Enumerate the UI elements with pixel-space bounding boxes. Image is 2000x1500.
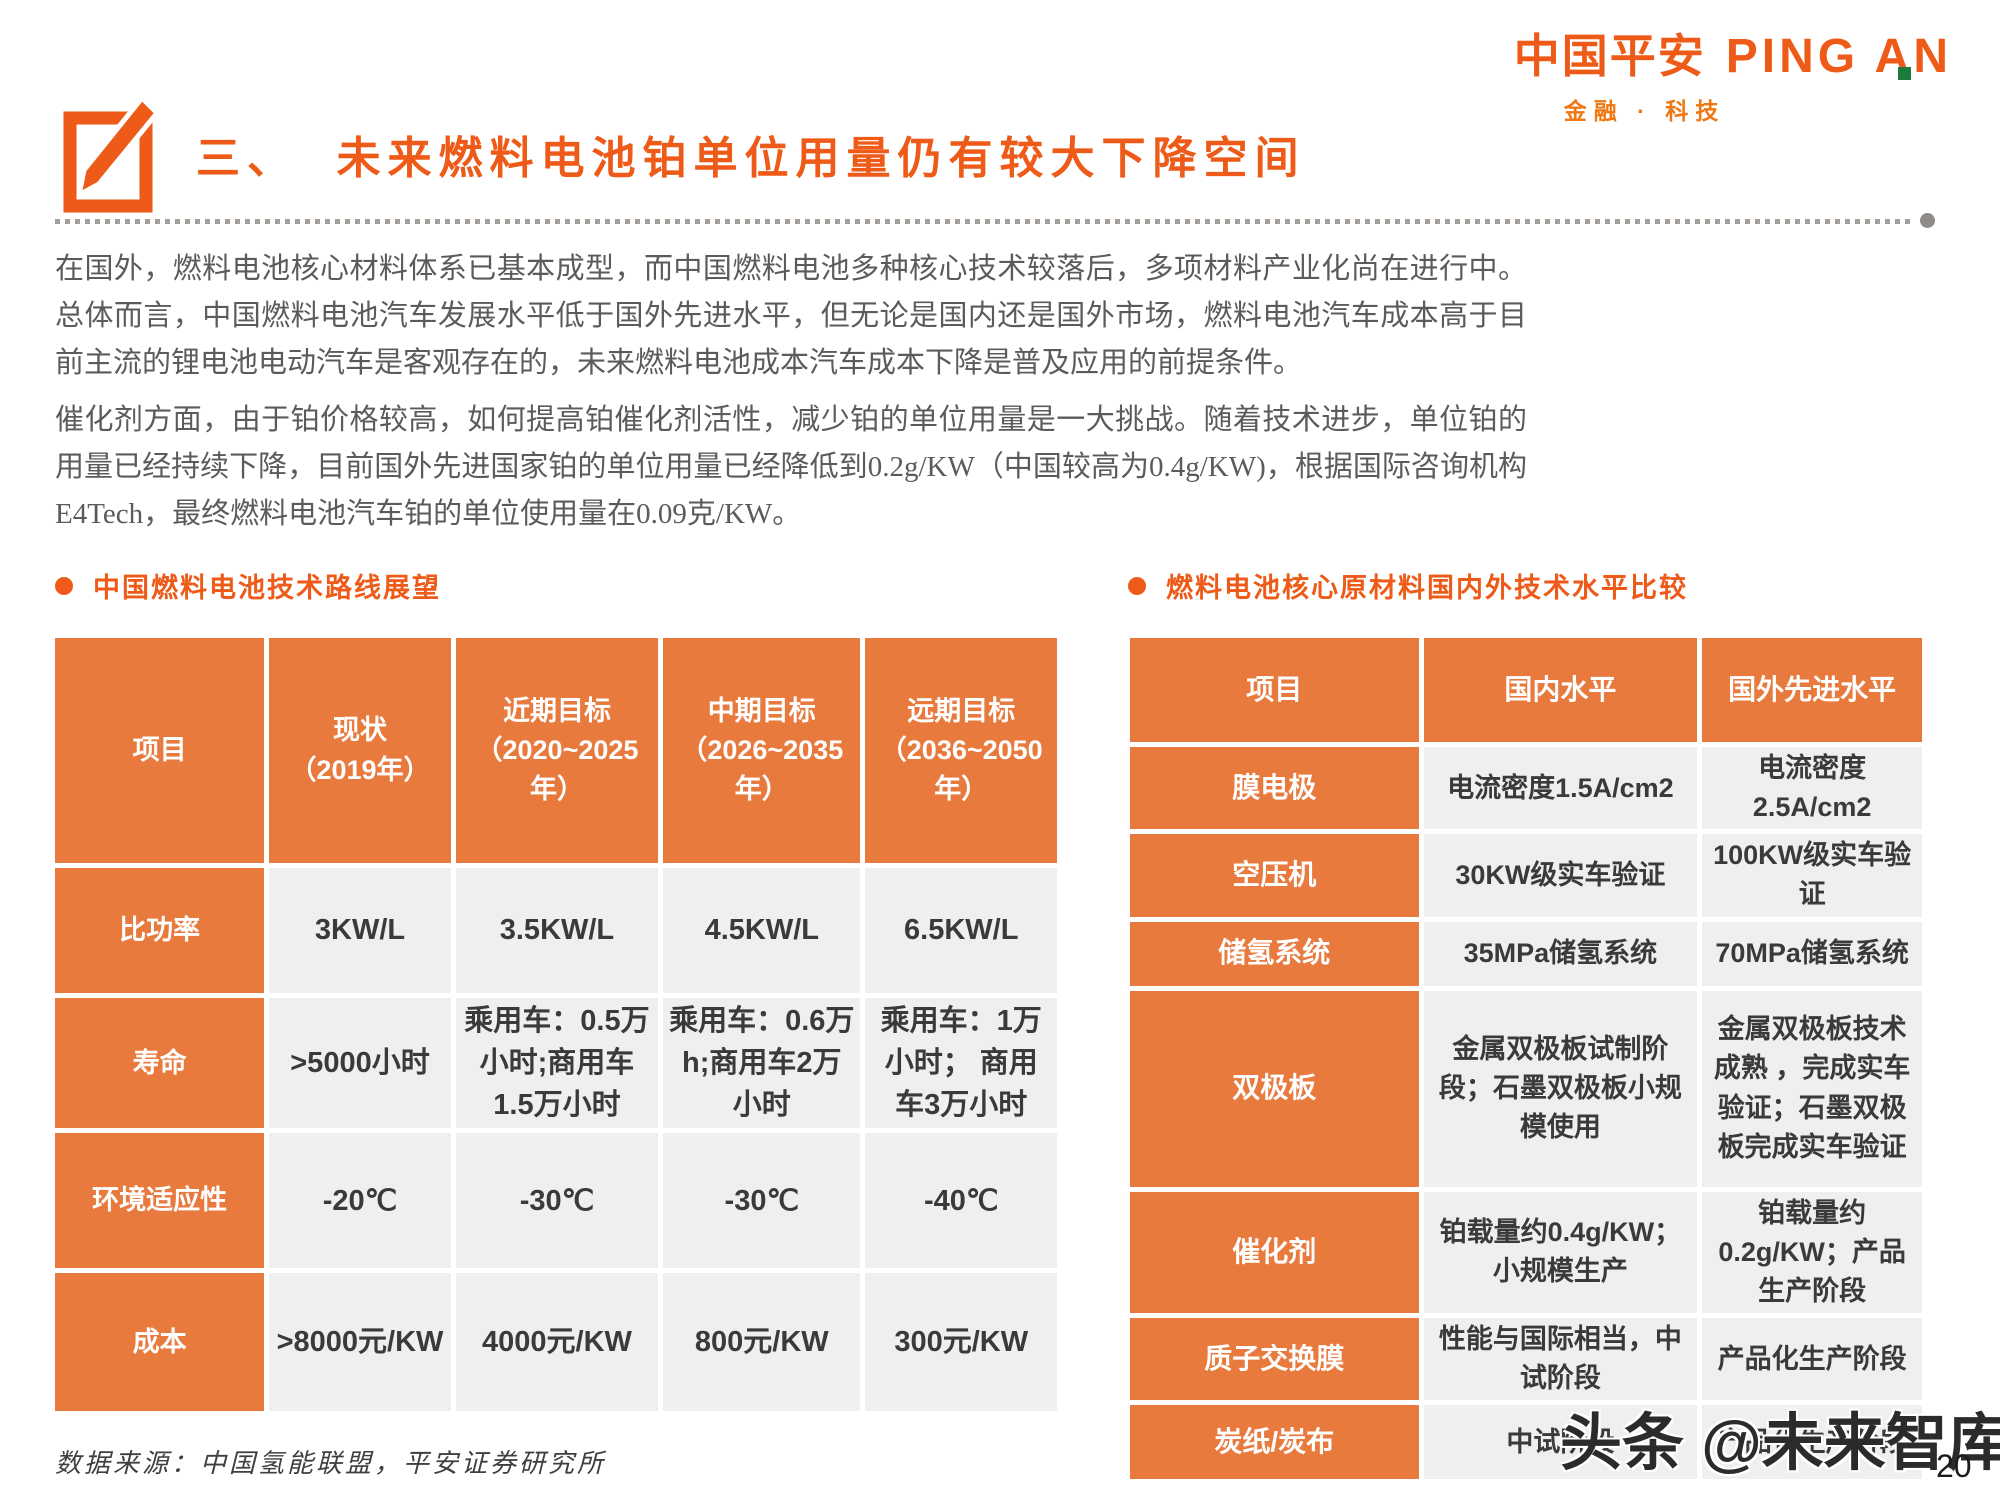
comparison-header-row: 项目 国内水平 国外先进水平: [1130, 638, 1922, 742]
cell: 300元/KW: [865, 1273, 1057, 1412]
cell: 30KW级实车验证: [1423, 834, 1698, 917]
cell: 铂载量约0.4g/KW；小规模生产: [1423, 1191, 1698, 1313]
logo-en-text: PING AN: [1726, 29, 1952, 84]
row-label: 储氢系统: [1130, 921, 1419, 986]
comparison-row-catalyst: 催化剂 铂载量约0.4g/KW；小规模生产 铂载量约 0.2g/KW；产品生产阶…: [1130, 1191, 1922, 1313]
row-label: 膜电极: [1130, 747, 1419, 830]
cell: 乘用车：0.5万小时;商用车1.5万小时: [455, 998, 659, 1129]
roadmap-header-near-term: 近期目标 （2020~2025年）: [455, 638, 659, 863]
row-label: 炭纸/炭布: [1130, 1405, 1419, 1480]
section-heading-right: 燃料电池核心原材料国内外技术水平比较: [1128, 566, 1688, 605]
paragraph-1: 在国外，燃料电池核心材料体系已基本成型，而中国燃料电池多种核心技术较落后，多项材…: [55, 253, 1527, 379]
cell: 乘用车：0.6万h;商用车2万小时: [663, 998, 861, 1129]
row-label: 成本: [55, 1273, 265, 1412]
row-label: 质子交换膜: [1130, 1317, 1419, 1401]
cell: 乘用车：1万小时； 商用车3万小时: [865, 998, 1057, 1129]
cell: 电流密度1.5A/cm2: [1423, 747, 1698, 830]
dotted-divider: [55, 219, 1913, 224]
cell: 4.5KW/L: [663, 868, 861, 993]
cell: -40℃: [865, 1133, 1057, 1269]
cell: 100KW级实车验证: [1702, 834, 1922, 917]
logo-tagline: 金融 · 科技: [1563, 98, 1726, 124]
comparison-row-proton-exchange-membrane: 质子交换膜 性能与国际相当，中试阶段 产品化生产阶段: [1130, 1317, 1922, 1401]
comparison-row-air-compressor: 空压机 30KW级实车验证 100KW级实车验证: [1130, 834, 1922, 917]
cell: 4000元/KW: [455, 1273, 659, 1412]
cell: 性能与国际相当，中试阶段: [1423, 1317, 1698, 1401]
cell: 电流密度 2.5A/cm2: [1702, 747, 1922, 830]
roadmap-row-specific-power: 比功率 3KW/L 3.5KW/L 4.5KW/L 6.5KW/L: [55, 868, 1057, 993]
cell: 70MPa储氢系统: [1702, 921, 1922, 986]
cell: 3KW/L: [269, 868, 451, 993]
roadmap-header-mid-term: 中期目标 （2026~2035 年）: [663, 638, 861, 863]
comparison-row-membrane-electrode: 膜电极 电流密度1.5A/cm2 电流密度 2.5A/cm2: [1130, 747, 1922, 830]
cell: >8000元/KW: [269, 1273, 451, 1412]
cell: 3.5KW/L: [455, 868, 659, 993]
comparison-table: 项目 国内水平 国外先进水平 膜电极 电流密度1.5A/cm2 电流密度 2.5…: [1125, 633, 1927, 1484]
roadmap-header-item: 项目: [55, 638, 265, 863]
roadmap-row-lifetime: 寿命 >5000小时 乘用车：0.5万小时;商用车1.5万小时 乘用车：0.6万…: [55, 998, 1057, 1129]
cell: 中试阶段: [1423, 1405, 1698, 1480]
row-label: 环境适应性: [55, 1133, 265, 1269]
cell: 35MPa储氢系统: [1423, 921, 1698, 986]
pingan-logo: 中国平安 PING AN 金融 · 科技: [1514, 20, 1952, 126]
comparison-row-carbon-paper: 炭纸/炭布 中试阶段 产品化生产阶段: [1130, 1405, 1922, 1480]
comparison-header-item: 项目: [1130, 638, 1419, 742]
roadmap-header-long-term: 远期目标 （2036~2050年）: [865, 638, 1057, 863]
roadmap-row-environment: 环境适应性 -20℃ -30℃ -30℃ -40℃: [55, 1133, 1057, 1269]
comparison-header-domestic: 国内水平: [1423, 638, 1698, 742]
cell: -30℃: [663, 1133, 861, 1269]
cell: 铂载量约 0.2g/KW；产品生产阶段: [1702, 1191, 1922, 1313]
section-heading-right-label: 燃料电池核心原材料国内外技术水平比较: [1166, 573, 1688, 603]
section-heading-left: 中国燃料电池技术路线展望: [55, 566, 441, 605]
cell: 6.5KW/L: [865, 868, 1057, 993]
logo-cn-text: 中国平安: [1513, 30, 1706, 82]
row-label: 空压机: [1130, 834, 1419, 917]
cell: 产品化生产阶段: [1702, 1405, 1922, 1480]
cell: 产品化生产阶段: [1702, 1317, 1922, 1401]
page-number: 20: [1936, 1448, 1972, 1484]
roadmap-table: 项目 现状 （2019年） 近期目标 （2020~2025年） 中期目标 （20…: [50, 633, 1062, 1416]
cell: 金属双极板技术成熟 ，完成实车验证；石墨双极板完成实车验证: [1702, 990, 1922, 1187]
roadmap-row-cost: 成本 >8000元/KW 4000元/KW 800元/KW 300元/KW: [55, 1273, 1057, 1412]
comparison-row-bipolar-plate: 双极板 金属双极板试制阶段；石墨双极板小规模使用 金属双极板技术成熟 ，完成实车…: [1130, 990, 1922, 1187]
cell: -20℃: [269, 1133, 451, 1269]
bullet-icon: [1128, 576, 1146, 595]
page-title: 三、 未来燃料电池铂单位用量仍有较大下降空间: [196, 134, 1306, 183]
roadmap-header-row: 项目 现状 （2019年） 近期目标 （2020~2025年） 中期目标 （20…: [55, 638, 1057, 863]
row-label: 催化剂: [1130, 1191, 1419, 1313]
dotted-divider-end-dot: [1920, 213, 1935, 228]
row-label: 比功率: [55, 868, 265, 993]
bullet-icon: [55, 576, 73, 595]
body-text: 在国外，燃料电池核心材料体系已基本成型，而中国燃料电池多种核心技术较落后，多项材…: [55, 246, 1527, 548]
row-label: 双极板: [1130, 990, 1419, 1187]
cell: >5000小时: [269, 998, 451, 1129]
section-heading-left-label: 中国燃料电池技术路线展望: [93, 573, 441, 603]
cell: 800元/KW: [663, 1273, 861, 1412]
row-label: 寿命: [55, 998, 265, 1129]
logo-en-label: PING AN: [1725, 30, 1952, 83]
cell: -30℃: [455, 1133, 659, 1269]
comparison-header-foreign: 国外先进水平: [1702, 638, 1922, 742]
logo-green-dot: [1897, 67, 1911, 80]
cell: 金属双极板试制阶段；石墨双极板小规模使用: [1423, 990, 1698, 1187]
comparison-row-hydrogen-storage: 储氢系统 35MPa储氢系统 70MPa储氢系统: [1130, 921, 1922, 986]
watermark: 头条 @未来智库: [1560, 1409, 2000, 1478]
paragraph-2: 催化剂方面，由于铂价格较高，如何提高铂催化剂活性，减少铂的单位用量是一大挑战。随…: [55, 403, 1527, 530]
pencil-icon: [60, 95, 160, 216]
roadmap-header-current: 现状 （2019年）: [269, 638, 451, 863]
source-note: 数据来源：中国氢能联盟，平安证券研究所: [55, 1449, 607, 1478]
